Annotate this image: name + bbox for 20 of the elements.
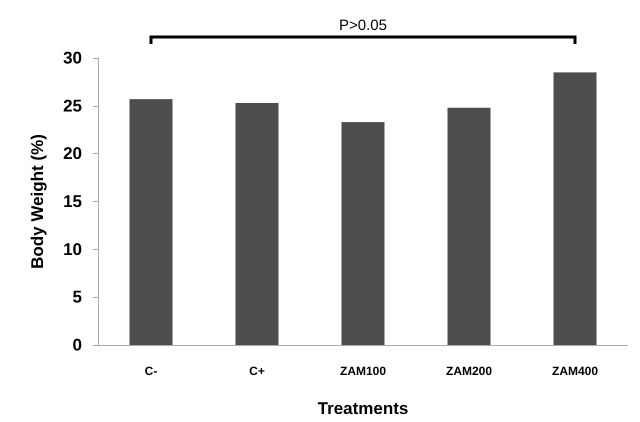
bar <box>342 122 384 345</box>
x-tick-label: ZAM200 <box>446 364 492 378</box>
y-tick-label: 5 <box>72 288 82 307</box>
y-tick-label: 0 <box>72 336 82 354</box>
y-tick-label: 15 <box>63 192 82 211</box>
y-axis-title: Body Weight (%) <box>28 134 47 269</box>
x-tick-label: C+ <box>249 364 265 378</box>
y-tick-label: 25 <box>63 96 82 116</box>
x-tick-label: ZAM100 <box>340 364 386 378</box>
y-tick-label: 10 <box>63 240 82 259</box>
bar <box>130 99 172 345</box>
bar <box>448 108 490 345</box>
y-tick-label: 30 <box>63 48 82 68</box>
x-tick-label: ZAM400 <box>552 364 598 378</box>
x-axis-title: Treatments <box>318 399 408 418</box>
bar <box>554 72 596 345</box>
bar <box>236 102 278 345</box>
x-tick-label: C- <box>144 364 158 378</box>
y-tick-label: 20 <box>63 144 82 164</box>
text: P>0.05 <box>339 17 387 34</box>
